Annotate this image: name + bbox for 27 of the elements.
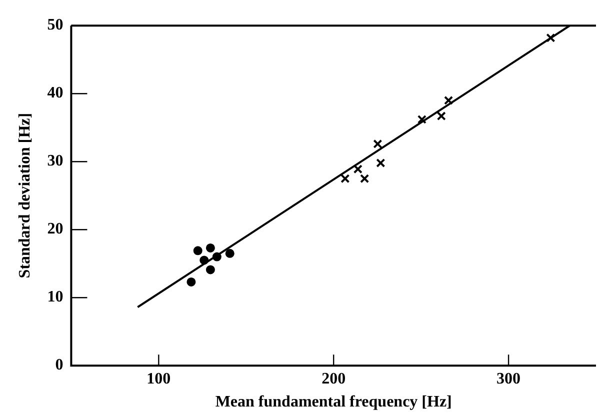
x-tick-label: 200: [322, 370, 346, 388]
x-tick-label: 300: [496, 370, 521, 388]
point: [353, 164, 362, 174]
x-axis-title: Mean fundamental frequency [Hz]: [215, 394, 452, 411]
point: [436, 112, 446, 121]
x-tick-label: 100: [146, 370, 171, 388]
point: [360, 174, 370, 184]
point: [546, 33, 556, 42]
point: [206, 243, 215, 252]
y-tick-label: 40: [47, 84, 64, 102]
point: [225, 248, 234, 258]
point: [373, 139, 382, 148]
point: [206, 265, 215, 274]
y-axis-title: Standard deviation [Hz]: [16, 112, 34, 278]
point: [444, 96, 454, 105]
y-tick-label: 10: [47, 288, 64, 306]
y-tick-label: 50: [47, 16, 64, 34]
point: [193, 246, 202, 256]
point: [186, 277, 196, 286]
y-tick-label: 20: [47, 220, 64, 238]
point: [417, 114, 426, 124]
point: [376, 158, 386, 168]
point: [340, 174, 350, 184]
y-tick-label: 0: [55, 356, 64, 374]
y-tick-label: 30: [47, 152, 64, 170]
point: [212, 252, 222, 262]
point: [200, 256, 209, 265]
